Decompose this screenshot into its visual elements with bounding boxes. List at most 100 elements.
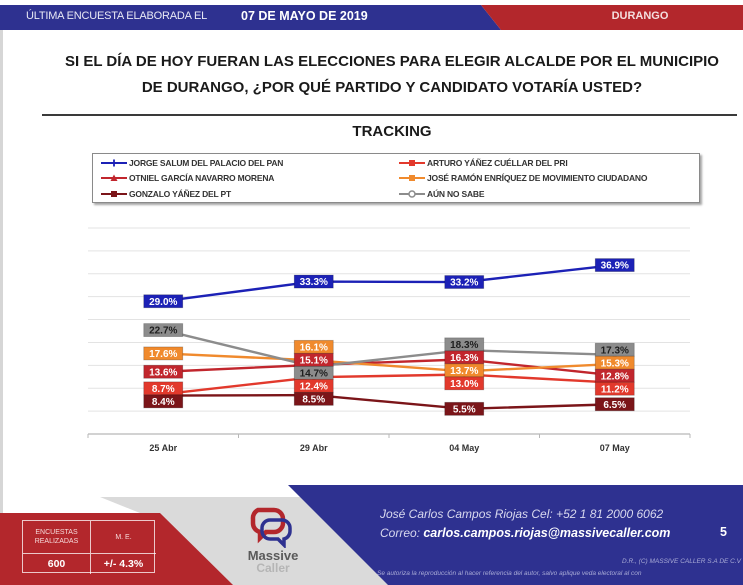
plus-marker-icon [110,159,118,167]
data-label-text: 17.3% [601,345,629,356]
data-label-text: 18.3% [450,340,478,351]
data-label-text: 12.8% [601,371,629,382]
legend-swatch-icon [101,174,127,182]
data-label: 6.5% [594,397,635,412]
legend-swatch-icon [399,159,425,166]
data-label-text: 13.0% [450,379,478,390]
data-label: 15.3% [594,355,635,370]
footer-background [0,485,743,585]
legend-swatch-icon [399,175,425,182]
data-label-text: 5.5% [453,404,476,415]
survey-date: 07 DE MAYO DE 2019 [241,9,368,23]
data-label-text: 14.7% [300,368,328,379]
email-link[interactable]: carlos.campos.riojas@massivecaller.com [423,526,671,540]
data-label: 13.6% [143,364,184,379]
data-label-box [143,346,184,361]
header-blue-band [0,5,501,30]
data-label-box [594,258,635,272]
data-label-box [293,274,334,289]
footer-blue-band [288,485,743,585]
data-label-text: 33.2% [450,278,478,289]
data-label-text: 16.1% [300,342,328,353]
data-label: 29.0% [143,294,184,309]
question-line-1: SI EL DÍA DE HOY FUERAN LAS ELECCIONES P… [65,53,719,70]
data-label-box [143,364,184,379]
square-marker-icon [409,159,415,166]
logo-word-caller: Caller [256,561,290,575]
reproduction-disclaimer: Se autoriza la reproducción al hacer ref… [377,570,642,577]
data-label: 16.1% [293,339,334,354]
data-label: 5.5% [444,401,485,416]
data-label: 17.6% [143,346,184,361]
footer-gray-band [100,497,390,585]
data-label: 12.4% [293,378,334,393]
x-tick-label: 29 Abr [300,443,328,453]
footer-red-band [0,513,233,585]
data-label: 13.0% [444,376,485,391]
data-label: 33.3% [293,274,334,289]
page-number: 5 [720,525,727,539]
data-label: 15.1% [293,352,334,367]
data-label-text: 29.0% [149,297,177,308]
data-label-box [143,294,184,309]
x-tick-label: 04 May [449,443,479,453]
data-label-box [594,397,635,412]
data-label-text: 11.2% [601,384,629,395]
data-label-text: 15.3% [601,358,629,369]
left-border [0,30,3,585]
data-label: 11.2% [594,381,635,396]
data-label: 18.3% [444,337,485,352]
tracking-line-chart: 25 Abr 29 Abr 04 May 07 May 29.0% 22.7% 17.6% 1… [87,227,691,453]
series-line [163,263,615,303]
x-tick-label: 07 May [600,443,630,453]
legend-label: JORGE SALUM DEL PALACIO DEL PAN [129,157,284,168]
data-label-text: 13.6% [149,367,177,378]
survey-stats-table: ENCUESTAS REALIZADAS M. E. 600 +/- 4.3% [22,520,156,574]
data-label: 14.7% [293,365,334,380]
data-label-text: 6.5% [603,400,626,411]
region-label: DURANGO [611,10,669,22]
series-line [162,328,615,368]
legend-item: ARTURO YÁÑEZ CUÉLLAR DEL PRI [398,155,698,171]
legend-label: GONZALO YÁÑEZ DEL PT [129,188,231,199]
data-label: 17.3% [594,342,635,357]
margin-error-header: M. E. [91,521,156,554]
surveys-count: 600 [23,554,91,574]
data-label-box [143,394,184,409]
legend-label: ARTURO YÁÑEZ CUÉLLAR DEL PRI [427,157,568,168]
question-line-2: DE DURANGO, ¿POR QUÉ PARTIDO Y CANDIDATO… [141,79,643,96]
data-label: 22.7% [143,323,184,337]
square-marker-icon [111,190,117,197]
data-label-text: 36.9% [601,261,629,272]
square-marker-icon [409,175,415,182]
data-label-text: 33.3% [300,277,328,288]
data-label-text: 8.7% [152,384,175,395]
data-label: 8.7% [143,381,184,396]
header-red-band [481,5,743,30]
data-label-text: 15.1% [300,355,328,366]
data-label: 36.9% [594,258,635,272]
data-label-text: 22.7% [149,326,177,337]
logo-word-massive: Massive [247,548,299,563]
chart-title: TRACKING [352,123,432,140]
data-label: 33.2% [444,275,485,289]
series-line [163,373,615,396]
series-line [163,352,615,373]
x-tick-label: 25 Abr [149,443,177,453]
question-title: SI EL DÍA DE HOY FUERAN LAS ELECCIONES P… [42,49,742,101]
email-label: Correo: [380,526,424,540]
margin-error-value: +/- 4.3% [103,558,144,570]
header-bar: ÚLTIMA ENCUESTA ELABORADA EL 07 DE MAYO … [0,0,743,30]
triangle-marker-icon [110,174,118,182]
data-label: 16.3% [444,350,485,365]
data-label-box [444,275,485,289]
data-label-text: 13.7% [450,366,478,377]
legend-item: GONZALO YÁÑEZ DEL PT [100,186,398,202]
speech-bubbles-icon [250,507,292,550]
legend-swatch-icon [101,190,127,197]
data-label-box [444,401,485,416]
data-label: 13.7% [444,363,485,378]
legend-item: JOSÉ RAMÓN ENRÍQUEZ DE MOVIMIENTO CIUDAD… [398,171,698,187]
legend-item: AÚN NO SABE [398,186,698,202]
